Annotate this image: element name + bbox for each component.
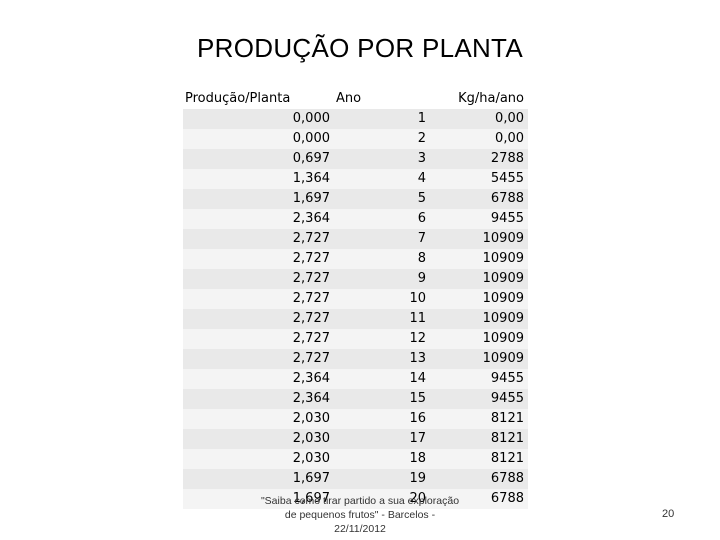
cell-ano: 3 (334, 149, 430, 169)
cell-producao-planta: 1,697 (183, 469, 334, 489)
cell-kg-ha-ano: 0,00 (430, 109, 528, 129)
cell-ano: 4 (334, 169, 430, 189)
cell-producao-planta: 2,030 (183, 449, 334, 469)
cell-producao-planta: 2,030 (183, 429, 334, 449)
slide-title: PRODUÇÃO POR PLANTA (197, 33, 523, 63)
slide-footer: "Saiba como tirar partido a sua exploraç… (255, 494, 465, 536)
cell-kg-ha-ano: 0,00 (430, 129, 528, 149)
cell-ano: 6 (334, 209, 430, 229)
cell-ano: 14 (334, 369, 430, 389)
cell-kg-ha-ano: 9455 (430, 209, 528, 229)
footer-line-1: "Saiba como tirar partido a sua exploraç… (260, 495, 460, 507)
cell-kg-ha-ano: 10909 (430, 309, 528, 329)
cell-producao-planta: 1,697 (183, 189, 334, 209)
table-row: 1,697 19 6788 (183, 469, 528, 489)
page-number: 20 (662, 508, 675, 520)
cell-producao-planta: 2,364 (183, 369, 334, 389)
table-row: 2,030 18 8121 (183, 449, 528, 469)
cell-producao-planta: 2,727 (183, 309, 334, 329)
cell-ano: 5 (334, 189, 430, 209)
cell-kg-ha-ano: 10909 (430, 229, 528, 249)
cell-producao-planta: 2,727 (183, 289, 334, 309)
table-row: 0,697 3 2788 (183, 149, 528, 169)
cell-producao-planta: 1,364 (183, 169, 334, 189)
cell-ano: 1 (334, 109, 430, 129)
production-table: Produção/Planta Ano Kg/ha/ano 0,000 1 0,00… (183, 89, 528, 509)
table-row: 2,727 9 10909 (183, 269, 528, 289)
footer-line-3: 22/11/2012 (334, 523, 386, 535)
cell-kg-ha-ano: 6788 (430, 189, 528, 209)
cell-kg-ha-ano: 8121 (430, 409, 528, 429)
table-row: 1,364 4 5455 (183, 169, 528, 189)
cell-kg-ha-ano: 10909 (430, 269, 528, 289)
cell-kg-ha-ano: 10909 (430, 329, 528, 349)
table-row: 1,697 20 6788 (183, 489, 528, 509)
cell-kg-ha-ano: 10909 (430, 289, 528, 309)
cell-ano: 7 (334, 229, 430, 249)
cell-producao-planta: 2,727 (183, 349, 334, 369)
cell-ano: 17 (334, 429, 430, 449)
cell-kg-ha-ano: 8121 (430, 429, 528, 449)
table-header-row: Produção/Planta Ano Kg/ha/ano (183, 89, 528, 109)
cell-kg-ha-ano: 10909 (430, 249, 528, 269)
cell-ano: 12 (334, 329, 430, 349)
cell-kg-ha-ano: 8121 (430, 449, 528, 469)
table-row: 2,727 12 10909 (183, 329, 528, 349)
cell-kg-ha-ano: 9455 (430, 369, 528, 389)
table-row: 0,000 2 0,00 (183, 129, 528, 149)
table-body: 0,000 1 0,00 0,000 2 0,00 0,697 3 2788 1,364 4 5455… (183, 109, 528, 509)
table-row: 2,727 7 10909 (183, 229, 528, 249)
cell-ano: 13 (334, 349, 430, 369)
cell-producao-planta: 1,697 (183, 489, 334, 509)
header-kg-ha-ano: Kg/ha/ano (430, 89, 528, 109)
cell-kg-ha-ano: 10909 (430, 349, 528, 369)
table-row: 2,030 17 8121 (183, 429, 528, 449)
cell-ano: 20 (334, 489, 430, 509)
footer-line-2: de pequenos frutos" - Barcelos - (284, 509, 436, 521)
cell-kg-ha-ano: 2788 (430, 149, 528, 169)
cell-kg-ha-ano: 6788 (430, 469, 528, 489)
table-row: 2,364 14 9455 (183, 369, 528, 389)
cell-producao-planta: 0,000 (183, 109, 334, 129)
table-row: 2,727 11 10909 (183, 309, 528, 329)
cell-producao-planta: 2,030 (183, 409, 334, 429)
table-row: 2,727 10 10909 (183, 289, 528, 309)
cell-producao-planta: 2,727 (183, 229, 334, 249)
cell-producao-planta: 0,697 (183, 149, 334, 169)
cell-producao-planta: 0,000 (183, 129, 334, 149)
table-row: 2,030 16 8121 (183, 409, 528, 429)
cell-kg-ha-ano: 6788 (430, 489, 528, 509)
cell-ano: 11 (334, 309, 430, 329)
cell-ano: 15 (334, 389, 430, 409)
cell-kg-ha-ano: 5455 (430, 169, 528, 189)
table-row: 2,727 13 10909 (183, 349, 528, 369)
table-row: 2,364 6 9455 (183, 209, 528, 229)
cell-ano: 2 (334, 129, 430, 149)
table-row: 2,727 8 10909 (183, 249, 528, 269)
cell-producao-planta: 2,727 (183, 329, 334, 349)
cell-ano: 16 (334, 409, 430, 429)
cell-ano: 8 (334, 249, 430, 269)
table-row: 2,364 15 9455 (183, 389, 528, 409)
table-row: 1,697 5 6788 (183, 189, 528, 209)
cell-ano: 10 (334, 289, 430, 309)
cell-producao-planta: 2,727 (183, 269, 334, 289)
table-row: 0,000 1 0,00 (183, 109, 528, 129)
cell-ano: 9 (334, 269, 430, 289)
cell-ano: 19 (334, 469, 430, 489)
header-producao-planta: Produção/Planta (183, 89, 334, 109)
cell-producao-planta: 2,727 (183, 249, 334, 269)
cell-kg-ha-ano: 9455 (430, 389, 528, 409)
cell-producao-planta: 2,364 (183, 389, 334, 409)
header-ano: Ano (334, 89, 430, 109)
cell-ano: 18 (334, 449, 430, 469)
cell-producao-planta: 2,364 (183, 209, 334, 229)
